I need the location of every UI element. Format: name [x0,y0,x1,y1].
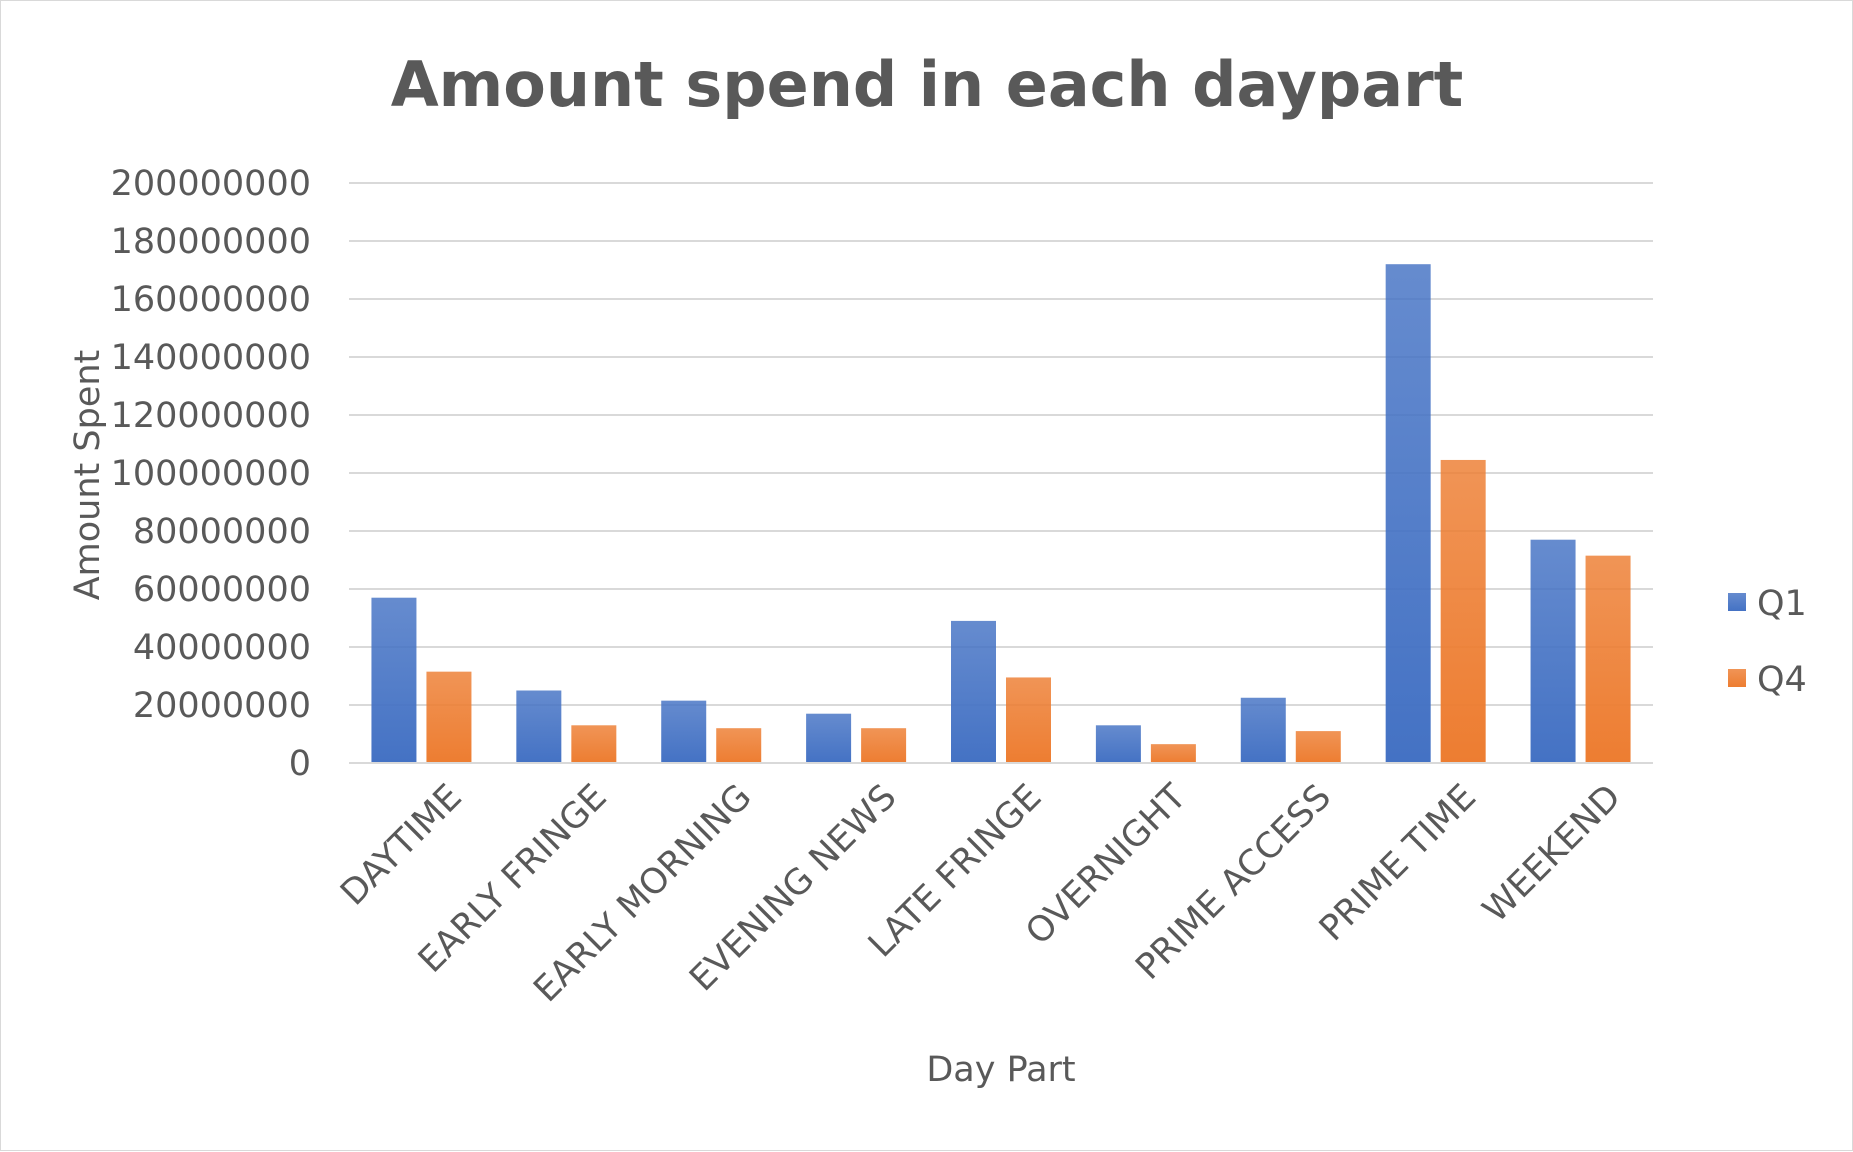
x-tick-label: DAYTIME [333,777,469,913]
bar-q1-late-fringe [951,620,996,763]
y-tick-label: 0 [289,744,311,784]
y-tick-label: 100000000 [111,454,311,494]
bar-q1-daytime [371,597,417,763]
bar-q1-evening-news [806,713,852,763]
y-tick-label: 180000000 [111,222,311,262]
legend-label-q4: Q4 [1757,660,1807,700]
y-tick-label: 120000000 [111,396,311,436]
bar-q1-prime-access [1240,697,1286,763]
y-tick-label: 200000000 [111,164,311,204]
bar-q1-overnight [1095,725,1141,763]
bar-q4-early-fringe [571,725,617,763]
x-axis-title: Day Part [926,1050,1075,1090]
bar-q1-weekend [1530,539,1576,763]
gridlines [349,182,1653,706]
y-tick-label: 20000000 [133,686,311,726]
bar-q4-early-morning [716,728,762,763]
y-axis-ticks: 0 20000000 40000000 60000000 80000000 1000000… [111,164,311,784]
bar-q1-early-fringe [516,690,562,763]
bar-q4-prime-access [1295,731,1341,763]
bar-q4-late-fringe [1006,677,1051,763]
bar-q1-early-morning [661,700,707,763]
legend: Q1 Q4 [1728,584,1807,700]
y-tick-label: 60000000 [133,570,311,610]
bars [371,264,1631,763]
bar-q4-weekend [1585,555,1631,763]
bar-q1-prime-time [1385,264,1431,763]
bar-q4-daytime [426,671,472,763]
y-axis-title: Amount Spent [68,350,108,601]
chart-title: Amount spend in each daypart [391,48,1464,121]
legend-swatch-q4 [1728,669,1746,687]
x-tick-label: PRIME TIME [1312,777,1484,949]
y-tick-label: 160000000 [111,280,311,320]
y-tick-label: 40000000 [133,628,311,668]
y-tick-label: 140000000 [111,338,311,378]
y-tick-label: 80000000 [133,512,311,552]
x-tick-label: WEEKEND [1475,777,1628,930]
bar-q4-prime-time [1440,459,1486,763]
legend-swatch-q1 [1728,593,1746,611]
legend-label-q1: Q1 [1757,584,1807,624]
bar-q4-evening-news [861,728,907,763]
bar-q4-overnight [1150,744,1196,763]
